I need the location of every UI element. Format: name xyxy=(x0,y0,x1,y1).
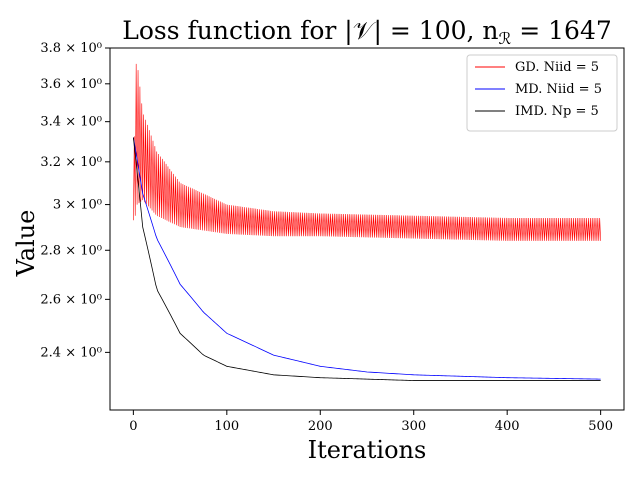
y-tick-label: 3 × 10⁰ xyxy=(53,198,102,213)
series-line-0 xyxy=(133,63,601,241)
y-tick-label: 3.6 × 10⁰ xyxy=(40,77,102,92)
y-tick-label: 2.6 × 10⁰ xyxy=(40,292,102,307)
y-tick-label: 3.2 × 10⁰ xyxy=(40,155,102,170)
x-tick-label: 500 xyxy=(588,419,613,434)
x-tick-label: 200 xyxy=(308,419,333,434)
legend-entry: MD. Niid = 5 xyxy=(515,82,602,97)
axes: 0 100 200 300 400 500 2.4 × 10⁰ 2.6 × 10⁰ 2.8 × … xyxy=(40,41,625,434)
x-axis-label: Iterations xyxy=(308,436,427,464)
y-tick-label: 3.8 × 10⁰ xyxy=(40,41,102,56)
y-axis-label: Value xyxy=(12,210,40,278)
legend-box xyxy=(466,54,618,132)
legend-entry: IMD. Np = 5 xyxy=(515,104,599,119)
x-tick-label: 0 xyxy=(129,419,137,434)
x-tick-label: 100 xyxy=(214,419,239,434)
chart-title: Loss function for |𝒱| = 100, nℛ = 1647 xyxy=(122,16,612,48)
series-line-2 xyxy=(132,137,601,381)
axes-frame xyxy=(109,47,625,411)
plot-area xyxy=(132,63,601,381)
legend-entry: GD. Niid = 5 xyxy=(515,60,599,75)
x-tick-label: 300 xyxy=(401,419,426,434)
y-tick-label: 2.8 × 10⁰ xyxy=(40,243,102,258)
y-tick-label: 2.4 × 10⁰ xyxy=(40,345,102,360)
x-tick-label: 400 xyxy=(495,419,520,434)
y-tick-label: 3.4 × 10⁰ xyxy=(40,115,102,130)
series-line-1 xyxy=(132,137,601,380)
legend: GD. Niid = 5 MD. Niid = 5 IMD. Np = 5 xyxy=(466,54,618,132)
